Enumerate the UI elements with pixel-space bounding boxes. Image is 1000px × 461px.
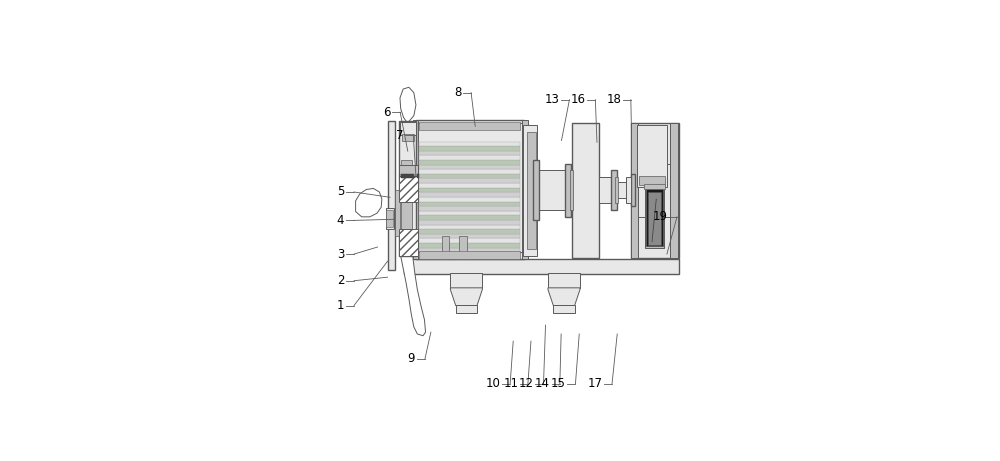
Bar <box>419 160 520 165</box>
Text: 7: 7 <box>396 129 404 142</box>
Polygon shape <box>548 288 580 306</box>
Text: 2: 2 <box>337 274 344 287</box>
Bar <box>386 210 393 227</box>
Bar <box>644 184 665 189</box>
Text: 14: 14 <box>535 377 550 390</box>
Bar <box>419 151 520 155</box>
Text: 4: 4 <box>337 214 344 227</box>
Bar <box>419 142 520 146</box>
Bar <box>645 188 664 248</box>
Bar <box>419 206 520 211</box>
Bar <box>572 123 599 258</box>
Text: 8: 8 <box>454 86 461 99</box>
Text: 12: 12 <box>519 377 534 390</box>
Text: 3: 3 <box>337 248 344 260</box>
Bar <box>646 189 663 246</box>
Bar <box>388 121 395 270</box>
Text: 1: 1 <box>337 299 344 312</box>
Text: 13: 13 <box>545 93 560 106</box>
Bar <box>615 177 618 203</box>
Bar <box>639 176 665 185</box>
Bar <box>570 170 573 210</box>
Bar <box>419 229 520 234</box>
Bar <box>419 183 520 188</box>
Bar <box>413 120 418 259</box>
Bar <box>419 251 520 259</box>
Bar <box>648 192 661 244</box>
Bar <box>617 182 632 198</box>
Text: 11: 11 <box>503 377 518 390</box>
Bar <box>419 122 520 130</box>
Text: 5: 5 <box>337 185 344 199</box>
Bar <box>404 259 679 274</box>
Bar <box>386 208 394 229</box>
Bar <box>419 248 520 252</box>
Bar <box>419 215 520 220</box>
Text: 19: 19 <box>652 210 667 223</box>
Bar <box>670 123 678 258</box>
Bar <box>395 190 400 236</box>
Bar <box>400 122 416 135</box>
Polygon shape <box>356 189 382 217</box>
Bar <box>419 146 520 151</box>
Polygon shape <box>401 243 426 336</box>
Polygon shape <box>400 87 416 123</box>
Bar <box>611 170 617 210</box>
Bar <box>599 177 613 203</box>
Bar <box>637 124 667 187</box>
Bar <box>631 173 635 206</box>
Bar <box>419 238 520 243</box>
Bar <box>419 178 520 183</box>
Bar <box>419 201 520 206</box>
Bar <box>522 120 528 259</box>
Bar <box>626 177 631 203</box>
Bar <box>399 175 418 202</box>
Bar <box>419 234 520 238</box>
Text: 6: 6 <box>383 106 390 118</box>
Bar <box>533 160 539 220</box>
Text: 18: 18 <box>606 93 621 106</box>
Bar <box>419 197 520 201</box>
Text: 10: 10 <box>486 377 500 390</box>
Bar <box>523 124 537 256</box>
Bar <box>419 225 520 229</box>
Bar <box>419 155 520 160</box>
Bar <box>442 236 449 259</box>
Bar <box>419 188 520 192</box>
Bar <box>419 174 520 178</box>
Bar <box>553 305 575 313</box>
Bar <box>416 120 524 259</box>
Bar <box>399 121 416 256</box>
Bar <box>419 169 520 174</box>
Bar <box>399 165 418 176</box>
Bar <box>565 164 571 217</box>
Bar <box>548 273 580 288</box>
Bar <box>450 273 482 288</box>
Bar <box>631 123 679 258</box>
Bar <box>419 243 520 248</box>
Bar <box>537 170 570 210</box>
Bar <box>456 305 477 313</box>
Bar <box>419 220 520 225</box>
Bar <box>399 229 418 256</box>
Text: 9: 9 <box>408 352 415 365</box>
Bar <box>419 192 520 197</box>
Bar <box>459 236 467 259</box>
Text: 16: 16 <box>571 93 586 106</box>
Bar <box>401 160 412 252</box>
Bar <box>631 123 638 258</box>
Text: 15: 15 <box>551 377 566 390</box>
Bar <box>527 132 536 249</box>
Bar <box>419 211 520 215</box>
Bar <box>419 165 520 169</box>
Bar <box>402 134 414 141</box>
Polygon shape <box>450 288 482 306</box>
Text: 17: 17 <box>587 377 602 390</box>
